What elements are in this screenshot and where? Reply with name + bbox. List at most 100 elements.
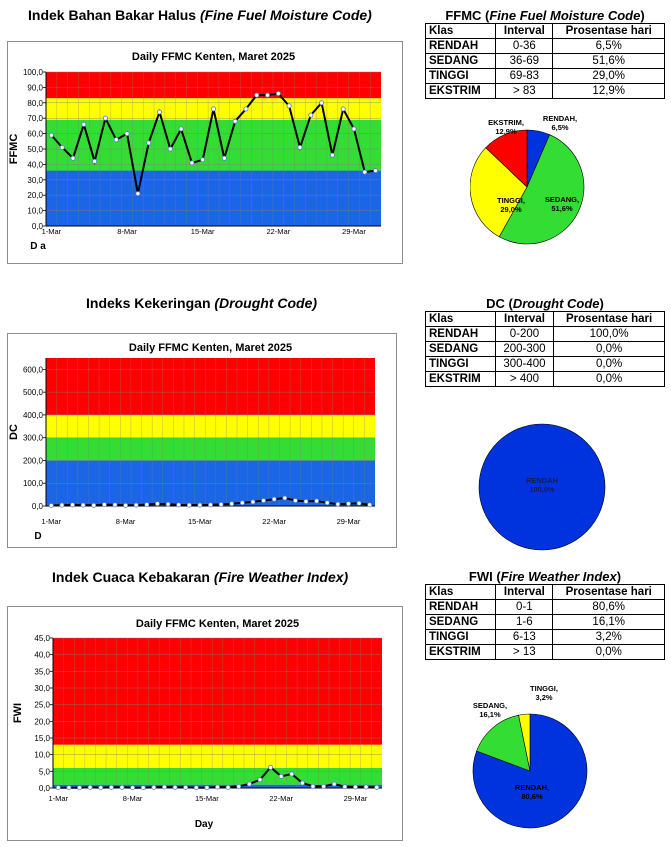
header-klas: Klas	[424, 23, 497, 39]
klas-cell: SEDANG	[424, 614, 497, 630]
pct-cell: 12,9%	[552, 83, 665, 99]
data-point	[161, 784, 167, 790]
y-tick-label: 5,0	[39, 767, 51, 776]
x-tick-label: 29-Mar	[344, 794, 368, 803]
data-point	[98, 785, 104, 791]
data-point	[183, 784, 189, 790]
data-point	[133, 502, 139, 508]
data-point	[66, 785, 72, 791]
table-row: SEDANG 36-69 51,6%	[424, 53, 665, 69]
data-point	[48, 503, 54, 509]
pct-cell: 16,1%	[552, 614, 665, 630]
data-point	[250, 499, 256, 505]
y-tick-label: 100,0	[23, 479, 44, 488]
pie-slice	[478, 423, 606, 551]
dc-pie-chart: RENDAH 100,0%	[478, 423, 606, 551]
data-point	[225, 784, 231, 790]
y-tick-label: 90,0	[27, 83, 43, 92]
interval-cell: 1-6	[495, 614, 554, 630]
fwi-table-title-italic: Fire Weather Index	[500, 569, 617, 584]
pct-cell: 0,0%	[553, 356, 665, 372]
data-point	[243, 106, 249, 112]
x-axis-label: D a	[30, 241, 46, 252]
dc-table-title: DC (Drought Code)	[425, 296, 665, 311]
ffmc-table-title-italic: Fine Fuel Moisture Code	[489, 8, 641, 23]
header-prosentase: Prosentase hari	[553, 311, 665, 327]
y-tick-label: 0,0	[32, 502, 44, 511]
x-tick-label: 1-Mar	[42, 227, 62, 236]
y-tick-label: 10,0	[34, 751, 50, 760]
dc-title-italic: (Drought Code)	[214, 295, 318, 311]
header-interval: Interval	[495, 23, 554, 39]
pie-data-label-line: 80,6%	[521, 792, 543, 801]
data-point	[178, 126, 184, 132]
data-point	[151, 784, 157, 790]
data-point	[172, 784, 178, 790]
pct-cell: 6,5%	[552, 38, 665, 54]
pie-data-label-line: 3,2%	[535, 693, 552, 702]
data-point	[130, 785, 136, 791]
pie-data-label-line: 16,1%	[479, 710, 501, 719]
data-point	[197, 502, 203, 508]
data-point	[271, 496, 277, 502]
dc-table-title-main: DC (	[486, 296, 513, 311]
data-point	[77, 785, 83, 791]
data-point	[48, 132, 54, 138]
data-point	[297, 144, 303, 150]
data-point	[289, 771, 295, 777]
table-row: SEDANG 1-6 16,1%	[424, 614, 665, 630]
data-point	[278, 773, 284, 779]
ffmc-title-italic: (Fine Fuel Moisture Code)	[199, 7, 372, 23]
ffmc-class-table: Klas Interval Prosentase hari RENDAH 0-36…	[424, 23, 665, 99]
interval-cell: > 83	[495, 83, 554, 99]
dc-title-main: Indeks Kekeringan	[86, 295, 215, 311]
klas-cell: RENDAH	[424, 38, 497, 54]
table-row: RENDAH 0-200 100,0%	[425, 326, 665, 342]
chart-title: Daily FFMC Kenten, Maret 2025	[129, 342, 292, 354]
y-tick-label: 50,0	[27, 145, 43, 154]
data-point	[236, 783, 242, 789]
pie-slice	[498, 134, 585, 245]
data-point	[70, 155, 76, 161]
class-band	[46, 119, 381, 171]
pct-cell: 80,6%	[552, 599, 665, 615]
data-point	[176, 502, 182, 508]
class-band	[53, 638, 382, 745]
data-point	[193, 785, 199, 791]
pie-data-label: RENDAH, 6,5%	[543, 114, 577, 132]
data-point	[101, 502, 107, 508]
data-point	[321, 783, 327, 789]
x-tick-label: 29-Mar	[342, 227, 366, 236]
data-point	[310, 783, 316, 789]
interval-cell: 200-300	[494, 341, 555, 357]
header-klas: Klas	[424, 584, 497, 600]
fwi-chart-frame: 0,0 5,0 10,0 15,0 20,0 25,0 30,0 35,0 40,0 45,0 1-…	[7, 606, 403, 841]
pie-slice	[485, 129, 528, 188]
y-tick-label: 40,0	[34, 651, 50, 660]
table-row: TINGGI 69-83 29,0%	[424, 68, 665, 84]
x-tick-label: 22-Mar	[262, 517, 286, 526]
data-point	[92, 158, 98, 164]
data-point	[119, 784, 125, 790]
dc-table-title-italic: Drought Code	[512, 296, 600, 311]
y-tick-label: 20,0	[34, 717, 50, 726]
data-point	[299, 780, 305, 786]
pie-data-label-line: 51,6%	[551, 204, 573, 213]
fwi-pie-chart: RENDAH, 80,6% SEDANG, 16,1% TINGGI, 3,2%	[472, 684, 588, 829]
fwi-class-table: Klas Interval Prosentase hari RENDAH 0-1 8…	[424, 584, 665, 660]
pie-data-label-line: RENDAH	[526, 476, 558, 485]
y-tick-label: 80,0	[27, 99, 43, 108]
header-prosentase: Prosentase hari	[552, 23, 665, 39]
data-point	[265, 92, 271, 98]
data-point	[367, 502, 373, 508]
table-row: EKSTRIM > 400 0,0%	[425, 371, 665, 387]
pie-data-label-line: RENDAH,	[543, 114, 577, 123]
ffmc-pie-chart: RENDAH, 6,5% SEDANG, 51,6% TINGGI, 29,0% EKSTR…	[470, 114, 585, 245]
klas-cell: TINGGI	[424, 629, 497, 645]
y-tick-label: 25,0	[34, 701, 50, 710]
data-point	[345, 501, 351, 507]
dc-chart-frame: 0,0 100,0 200,0 300,0 400,0 500,0 600,0 1-Mar 8-…	[7, 333, 397, 548]
pie-data-label: RENDAH 100,0%	[526, 476, 558, 494]
data-point	[303, 498, 309, 504]
ffmc-title-main: Indek Bahan Bakar Halus	[28, 7, 200, 23]
